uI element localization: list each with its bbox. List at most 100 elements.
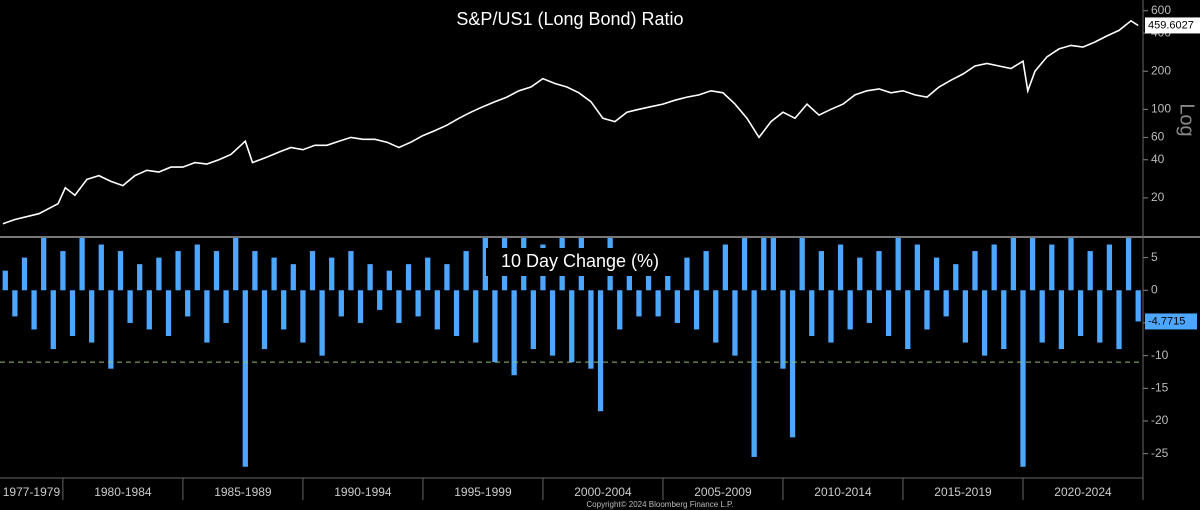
bar [770, 238, 777, 291]
bar [569, 290, 575, 363]
bar [799, 238, 805, 291]
bar [79, 238, 85, 291]
bar [597, 290, 604, 412]
bar [204, 290, 210, 343]
y-tick-label: -20 [1151, 413, 1169, 427]
panel-title: 10 Day Change (%) [501, 251, 659, 271]
last-value-box [1145, 17, 1200, 34]
bar [1049, 244, 1055, 291]
bar [693, 290, 700, 330]
bar [847, 290, 853, 330]
bar [636, 290, 642, 317]
bar [415, 290, 421, 317]
y-tick-label: -25 [1151, 446, 1169, 460]
bar [703, 251, 709, 291]
bar [1020, 290, 1026, 467]
bar [117, 251, 124, 291]
subtitle-bg [486, 248, 674, 276]
bar [252, 251, 258, 291]
y-tick-label: 0 [1151, 282, 1158, 296]
bar [338, 290, 344, 317]
bar [741, 238, 748, 291]
bar [751, 290, 757, 457]
y-tick-label: 40 [1151, 152, 1165, 166]
x-tick-label: 1985-1989 [214, 485, 272, 499]
x-tick-label: 2000-2004 [574, 485, 632, 499]
bar [924, 290, 930, 330]
bar [1010, 238, 1017, 291]
bar [21, 257, 28, 291]
bar [665, 264, 671, 291]
bar [89, 290, 95, 343]
bar [885, 290, 892, 337]
line [2, 19, 1139, 225]
bar [1106, 244, 1113, 291]
bar [674, 290, 680, 323]
bar [828, 290, 834, 343]
bar [933, 257, 940, 291]
y-tick-label: 20 [1151, 190, 1165, 204]
bar [348, 251, 354, 291]
y-axis-label: Log [1176, 103, 1198, 136]
bar [175, 251, 181, 291]
bar [233, 238, 239, 291]
bar [329, 257, 335, 291]
bar [962, 290, 969, 343]
bar [290, 264, 296, 291]
top-plot [2, 19, 1139, 225]
bar [1116, 290, 1122, 350]
bar [732, 290, 738, 356]
bar [137, 264, 143, 291]
x-tick-label: 1980-1984 [94, 485, 152, 499]
bar [530, 290, 536, 350]
bar [41, 238, 47, 291]
bar [492, 290, 498, 363]
x-tick-label: 2020-2024 [1054, 485, 1112, 499]
bar [185, 290, 191, 317]
last-value-box [1145, 313, 1197, 330]
y-tick-label: 200 [1151, 63, 1171, 77]
bar [127, 290, 133, 323]
bar [156, 257, 162, 291]
bar [386, 270, 392, 291]
bar [684, 257, 690, 291]
y-tick-label: 60 [1151, 130, 1165, 144]
bar [434, 290, 440, 330]
bar [789, 290, 796, 438]
bar [645, 270, 652, 291]
bar [857, 257, 863, 291]
bar [549, 290, 556, 356]
bar [713, 290, 719, 343]
axes: 204060100200400600459.602750-5-10-15-20-… [0, 3, 1200, 500]
x-tick-label: 2005-2009 [694, 485, 752, 499]
bar [281, 290, 287, 330]
bar [357, 290, 364, 323]
bar [953, 264, 959, 291]
y-tick-label: 600 [1151, 3, 1171, 17]
bar [1039, 290, 1045, 343]
bar [108, 290, 114, 369]
bar [1125, 238, 1132, 291]
bar [511, 290, 517, 376]
y-tick-label: -15 [1151, 380, 1169, 394]
bar [60, 251, 66, 291]
bar [242, 290, 248, 467]
y-tick-label: 100 [1151, 102, 1171, 116]
bar [50, 290, 56, 350]
bar [31, 290, 37, 330]
bar [271, 257, 277, 291]
bar [1068, 238, 1074, 291]
last-value-label: -4.7715 [1148, 315, 1185, 327]
bar [972, 251, 978, 291]
bar [1097, 290, 1103, 343]
y-tick-label: -10 [1151, 348, 1169, 362]
last-value-label: 459.6027 [1148, 19, 1194, 31]
bar [482, 238, 488, 291]
x-tick-label: 2010-2014 [814, 485, 872, 499]
bar [1058, 290, 1065, 350]
x-tick-label: 1990-1994 [334, 485, 392, 499]
bar [761, 238, 767, 291]
bar [780, 290, 786, 369]
bar [309, 251, 316, 291]
